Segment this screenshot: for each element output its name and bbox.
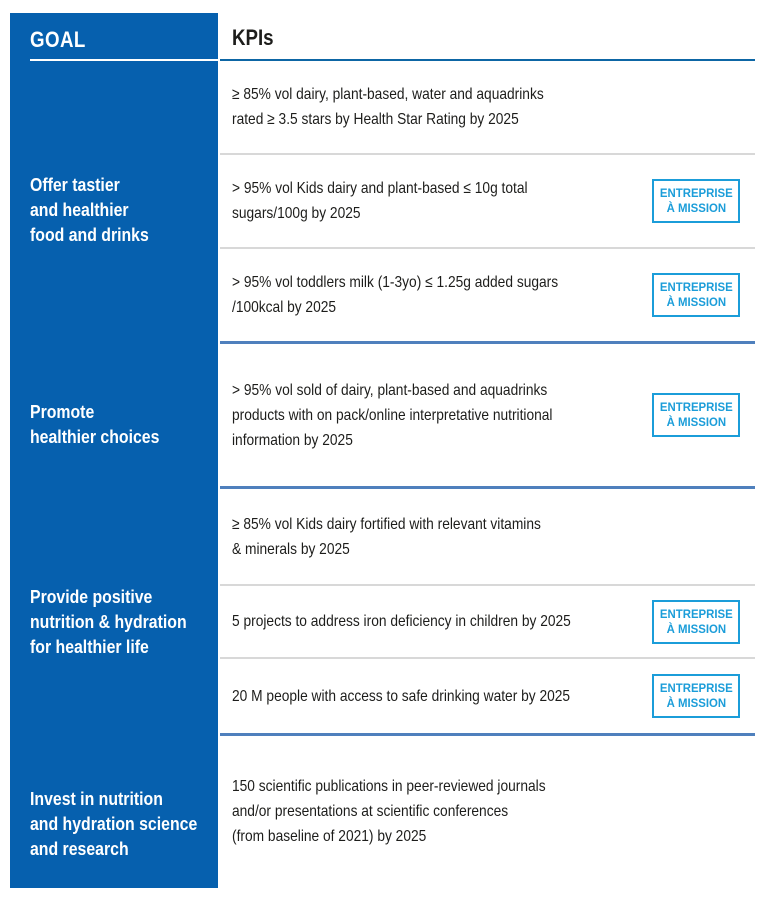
kpi-row-fortified-vitamins: ≥ 85% vol Kids dairy fortified with rele… bbox=[220, 489, 755, 586]
kpi-text: > 95% vol Kids dairy and plant-based ≤ 1… bbox=[232, 180, 528, 222]
badge-line-2: À MISSION bbox=[666, 621, 726, 636]
badge-line-2: À MISSION bbox=[666, 295, 726, 309]
goal-label-offer-tastier: Offer tastier and healthier food and dri… bbox=[30, 175, 149, 245]
kpi-row-star-rating: ≥ 85% vol dairy, plant-based, water and … bbox=[220, 61, 755, 155]
entreprise-a-mission-badge: ENTREPRISE À MISSION bbox=[652, 393, 740, 437]
entreprise-a-mission-badge: ENTREPRISE À MISSION bbox=[652, 599, 740, 644]
goal-column-header: GOAL bbox=[30, 27, 86, 52]
kpi-text: > 95% vol sold of dairy, plant-based and… bbox=[232, 381, 553, 449]
badge-line-1: ENTREPRISE bbox=[659, 186, 733, 200]
goal-label-invest-science: Invest in nutrition and hydration scienc… bbox=[30, 789, 198, 859]
badge-line-2: À MISSION bbox=[666, 696, 726, 710]
kpi-header-row: KPIs bbox=[220, 13, 755, 61]
badge-line-2: À MISSION bbox=[666, 201, 726, 215]
entreprise-a-mission-badge: ENTREPRISE À MISSION bbox=[652, 179, 740, 223]
badge-line-1: ENTREPRISE bbox=[659, 606, 733, 621]
kpi-row-safe-drinking-water: 20 M people with access to safe drinking… bbox=[220, 659, 755, 736]
kpi-text: ≥ 85% vol Kids dairy fortified with rele… bbox=[232, 515, 541, 558]
kpi-text: 150 scientific publications in peer-revi… bbox=[232, 777, 546, 845]
kpi-text: 20 M people with access to safe drinking… bbox=[232, 687, 571, 705]
entreprise-a-mission-badge: ENTREPRISE À MISSION bbox=[652, 273, 740, 317]
kpi-column-header: KPIs bbox=[232, 25, 274, 50]
badge-line-1: ENTREPRISE bbox=[659, 400, 733, 414]
goal-column: GOAL Offer tastier and healthier food an… bbox=[10, 13, 218, 888]
goal-label-positive-nutrition: Provide positive nutrition & hydration f… bbox=[30, 587, 187, 657]
goal-label-promote-choices: Promote healthier choices bbox=[30, 402, 160, 447]
badge-line-2: À MISSION bbox=[666, 415, 726, 429]
badge-line-1: ENTREPRISE bbox=[659, 280, 733, 294]
goal-header-rule bbox=[30, 59, 218, 61]
kpi-row-iron-deficiency: 5 projects to address iron deficiency in… bbox=[220, 586, 755, 659]
kpi-row-toddlers-added-sugars: > 95% vol toddlers milk (1-3yo) ≤ 1.25g … bbox=[220, 249, 755, 344]
kpi-text: > 95% vol toddlers milk (1-3yo) ≤ 1.25g … bbox=[232, 274, 559, 316]
kpi-row-nutritional-information: > 95% vol sold of dairy, plant-based and… bbox=[220, 344, 755, 489]
kpi-text: 5 projects to address iron deficiency in… bbox=[232, 613, 571, 630]
badge-line-1: ENTREPRISE bbox=[659, 681, 733, 695]
kpi-row-scientific-publications: 150 scientific publications in peer-revi… bbox=[220, 736, 755, 886]
entreprise-a-mission-badge: ENTREPRISE À MISSION bbox=[652, 674, 740, 718]
kpi-row-kids-total-sugars: > 95% vol Kids dairy and plant-based ≤ 1… bbox=[220, 155, 755, 249]
kpi-column: KPIs ≥ 85% vol dairy, plant-based, water… bbox=[220, 13, 755, 886]
kpi-text: ≥ 85% vol dairy, plant-based, water and … bbox=[232, 86, 544, 128]
